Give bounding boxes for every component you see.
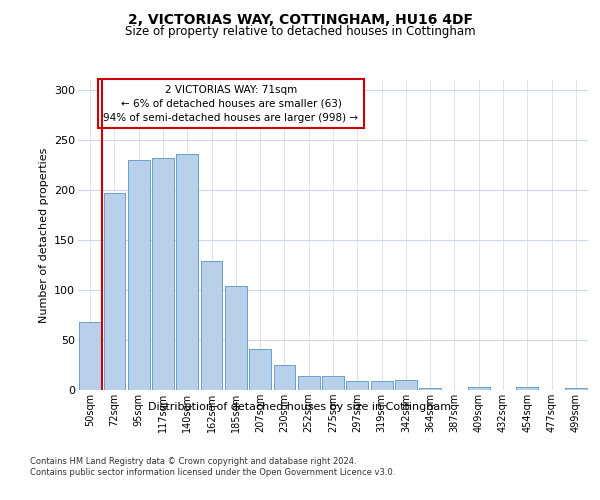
Bar: [104, 193, 125, 390]
Bar: [274, 365, 295, 390]
Bar: [395, 380, 417, 390]
Bar: [79, 322, 101, 390]
Y-axis label: Number of detached properties: Number of detached properties: [38, 148, 49, 322]
Bar: [176, 154, 198, 390]
Bar: [225, 286, 247, 390]
Text: Size of property relative to detached houses in Cottingham: Size of property relative to detached ho…: [125, 25, 475, 38]
Bar: [517, 387, 538, 390]
Bar: [128, 160, 149, 390]
Bar: [200, 261, 223, 390]
Bar: [152, 158, 174, 390]
Bar: [249, 349, 271, 390]
Text: Distribution of detached houses by size in Cottingham: Distribution of detached houses by size …: [148, 402, 452, 412]
Bar: [371, 381, 392, 390]
Text: 2 VICTORIAS WAY: 71sqm
← 6% of detached houses are smaller (63)
94% of semi-deta: 2 VICTORIAS WAY: 71sqm ← 6% of detached …: [103, 84, 359, 122]
Text: 2, VICTORIAS WAY, COTTINGHAM, HU16 4DF: 2, VICTORIAS WAY, COTTINGHAM, HU16 4DF: [128, 12, 473, 26]
Bar: [346, 381, 368, 390]
Text: Contains HM Land Registry data © Crown copyright and database right 2024.
Contai: Contains HM Land Registry data © Crown c…: [30, 458, 395, 477]
Bar: [298, 376, 320, 390]
Bar: [419, 388, 441, 390]
Bar: [322, 376, 344, 390]
Bar: [565, 388, 587, 390]
Bar: [468, 387, 490, 390]
